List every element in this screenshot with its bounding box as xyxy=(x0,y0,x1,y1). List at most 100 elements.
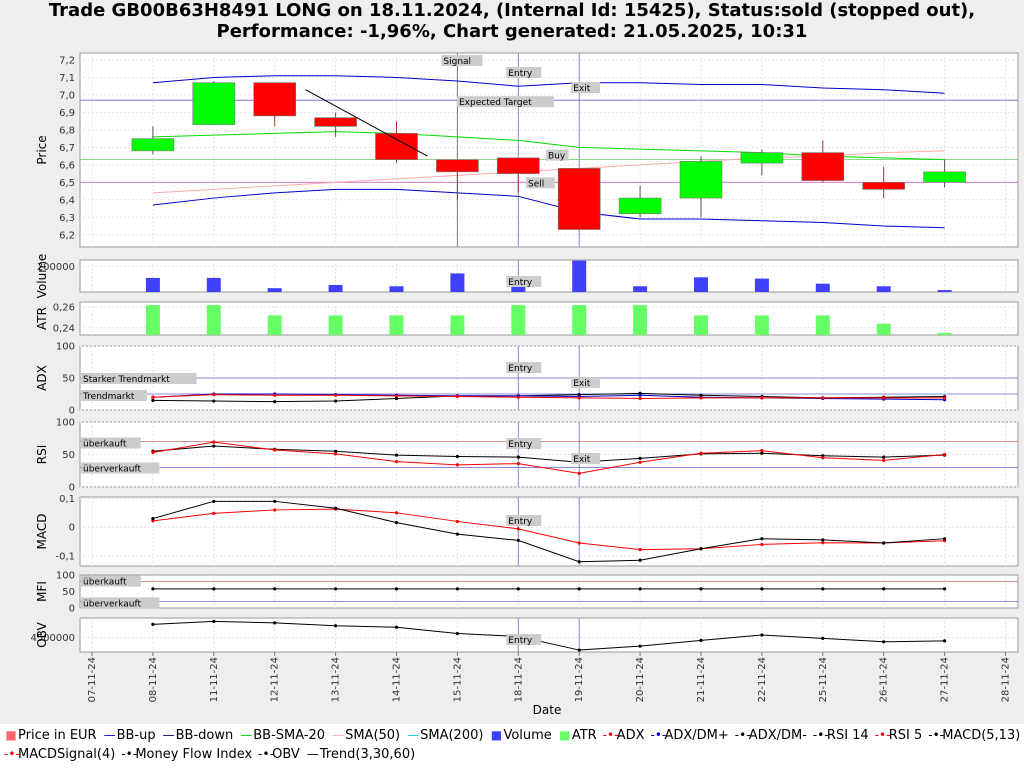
macd-signal-line-point xyxy=(638,548,642,552)
rsi-tick-label: 50 xyxy=(62,450,75,461)
x-tick-label: 12-11-24 xyxy=(270,657,281,702)
legend-item: -•-ADX/DM+ xyxy=(650,726,728,745)
x-tick-label: 28-11-24 xyxy=(1001,657,1012,702)
obv-line-point xyxy=(273,621,277,625)
adx-line-point xyxy=(212,393,216,397)
mfi-tick-label: 0 xyxy=(69,604,75,615)
legend-label: SMA(200) xyxy=(420,728,484,743)
legend-item: —SMA(50) xyxy=(331,726,400,745)
volume-bar xyxy=(450,273,465,292)
atr-bar xyxy=(633,305,648,335)
candle-body xyxy=(740,152,784,164)
candle-body xyxy=(923,171,966,183)
entry-label: Entry xyxy=(508,69,533,79)
rsi5-line-point xyxy=(577,471,581,475)
mfi-line-point xyxy=(577,587,581,591)
mfi-overbought-label: überkauft xyxy=(83,578,127,588)
legend-item: —SMA(200) xyxy=(406,726,483,745)
legend-label: ATR xyxy=(571,728,597,743)
legend-item: -•-ADX xyxy=(603,726,645,745)
macd-line-point xyxy=(882,541,886,545)
legend-symbol: -•- xyxy=(121,747,138,761)
candle-body xyxy=(557,168,601,230)
candle-body xyxy=(618,197,662,215)
expected-target-label-bg xyxy=(457,96,554,108)
rsi-exit-label-bg xyxy=(571,453,600,464)
x-tick-label: 15-11-24 xyxy=(452,657,463,702)
x-tick-label: 08-11-24 xyxy=(148,657,159,702)
atr-bar xyxy=(389,315,404,335)
legend-symbol: ■ xyxy=(559,728,571,742)
mfi-oversold-label: überverkauft xyxy=(83,599,142,609)
candle-body xyxy=(679,161,723,199)
adx-exit-label: Exit xyxy=(573,379,591,389)
adx-exit-label-bg xyxy=(571,377,600,388)
price-tick-label: 6,4 xyxy=(59,195,75,206)
macd-line-point xyxy=(334,506,338,510)
rsi14-line-point xyxy=(394,453,399,457)
atr-bar xyxy=(267,315,282,335)
rsi14-line-point xyxy=(334,449,338,453)
macd-line-point xyxy=(577,560,581,564)
x-tick-label: 14-11-24 xyxy=(392,657,403,702)
mfi-axis-label: MFI xyxy=(35,581,49,602)
adx-line-point xyxy=(516,395,520,399)
legend-symbol: -•- xyxy=(734,728,751,742)
macd-signal-line-point xyxy=(760,542,764,547)
rsi14-line-point xyxy=(455,454,459,459)
obv-line-point xyxy=(760,633,764,637)
atr-bar xyxy=(145,305,160,335)
x-tick-label: 27-11-24 xyxy=(940,657,951,702)
legend-label: MACD(5,13) xyxy=(942,728,1021,743)
obv-line-point xyxy=(699,638,703,642)
starker-trendmarkt-label-bg xyxy=(81,373,197,384)
macd-signal-line-point xyxy=(516,527,520,531)
price-tick-label: 6,5 xyxy=(59,178,75,189)
rsi5-line-point xyxy=(455,463,459,467)
legend-label: MACDSignal(4) xyxy=(18,747,116,762)
adx-dm-minus-line-point xyxy=(273,400,277,404)
macd-signal-line xyxy=(152,508,945,551)
x-tick-label: 21-11-24 xyxy=(696,657,707,702)
macd-signal-line-point xyxy=(151,519,155,523)
legend-symbol: -•- xyxy=(928,728,944,742)
legend-label: BB-down xyxy=(175,728,234,743)
legend-symbol: -•- xyxy=(874,728,891,742)
macd-line xyxy=(152,500,945,563)
adx-line-point xyxy=(821,396,825,400)
rsi5-line-point xyxy=(212,440,216,444)
rsi-oversold-label-bg xyxy=(81,462,160,474)
price-tick-label: 6,6 xyxy=(59,160,75,171)
adx-line-point xyxy=(455,394,459,399)
volume-bar xyxy=(389,286,404,292)
volume-bar xyxy=(937,290,952,292)
macd-line-point xyxy=(943,537,947,541)
x-tick-label: 11-11-24 xyxy=(209,657,220,702)
adx-line-point xyxy=(699,396,703,400)
chart-title-line1: Trade GB00B63H8491 LONG on 18.11.2024, (… xyxy=(48,0,976,21)
legend-item: ■Price in EUR xyxy=(4,726,96,745)
legend-item: -•-RSI 14 xyxy=(813,726,869,745)
adx-tick-label: 50 xyxy=(62,374,75,385)
atr-bar xyxy=(206,305,221,335)
legend-symbol: — xyxy=(407,728,420,742)
trendmarkt-label: Trendmarkt xyxy=(82,392,135,402)
volume-tick-label: 200000 xyxy=(37,262,75,273)
legend-item: -•-MACDSignal(4) xyxy=(4,745,115,764)
x-tick-label: 18-11-24 xyxy=(513,657,524,702)
adx-dm-plus-line xyxy=(152,393,945,401)
obv-line-point xyxy=(821,636,825,641)
mfi-line-point xyxy=(212,587,216,591)
legend-label: RSI 5 xyxy=(888,728,923,743)
mfi-overbought-label-bg xyxy=(81,575,141,587)
volume-bar xyxy=(267,288,282,292)
expected-target-label: Expected Target xyxy=(459,98,532,108)
sell-label: Sell xyxy=(528,179,544,189)
price-tick-label: 6,8 xyxy=(59,125,75,136)
sell-label-bg xyxy=(526,177,555,189)
x-tick-label: 13-11-24 xyxy=(331,657,342,702)
legend-symbol: -•- xyxy=(4,747,20,761)
adx-dm-minus-line-point xyxy=(151,398,155,402)
volume-bar xyxy=(572,260,587,292)
x-tick-label: 19-11-24 xyxy=(574,657,585,702)
